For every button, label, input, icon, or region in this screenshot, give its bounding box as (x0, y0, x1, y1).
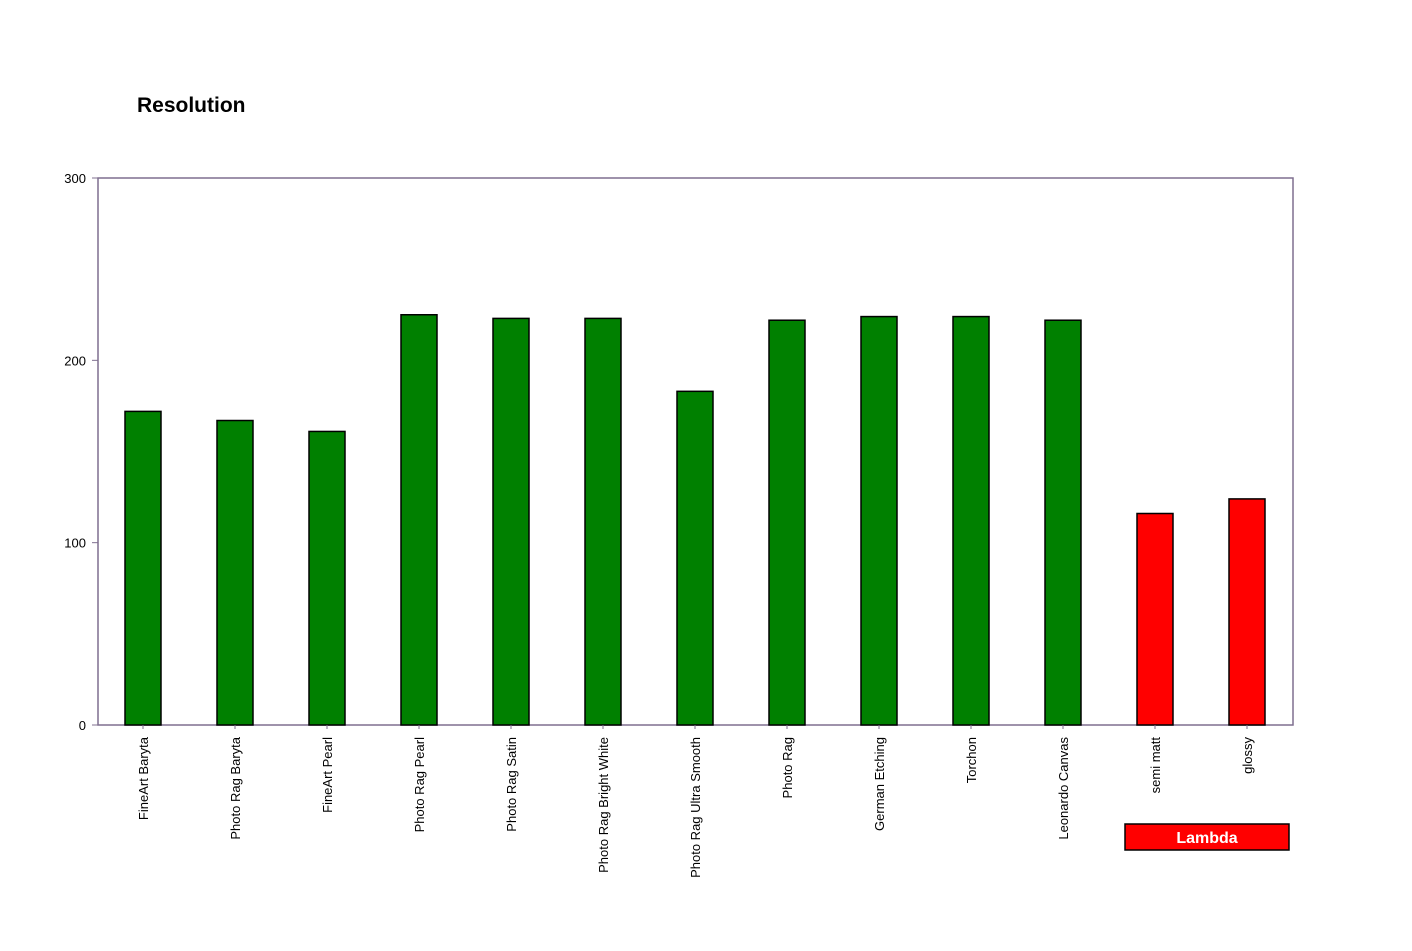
x-tick-label: Photo Rag Pearl (412, 737, 427, 833)
bar-photo-rag (768, 319, 806, 726)
bar-fineart-baryta (124, 410, 162, 726)
lambda-group-label: Lambda (1176, 830, 1237, 847)
x-tick-label: Photo Rag Baryta (228, 736, 243, 839)
y-tick-label: 0 (79, 718, 86, 733)
x-tick-label: Photo Rag Ultra Smooth (688, 737, 703, 878)
x-tick-label: FineArt Pearl (320, 737, 335, 813)
x-tick-label: Leonardo Canvas (1056, 737, 1071, 840)
y-axis-ticks: 0 100 200 300 (64, 171, 98, 733)
bar-photo-rag-pearl (400, 314, 438, 726)
group-annotation: Lambda (1124, 823, 1290, 851)
x-tick-label: Torchon (964, 737, 979, 783)
bar-leonardo-canvas (1044, 319, 1082, 726)
lambda-group-box (1124, 823, 1290, 851)
bar-german-etching (860, 315, 898, 726)
bar-glossy (1228, 498, 1266, 726)
chart-title: Resolution (137, 94, 246, 117)
y-tick-label: 100 (64, 536, 86, 551)
y-tick-label: 200 (64, 353, 86, 368)
x-tick-label: glossy (1240, 737, 1255, 774)
bar-photo-rag-ultra-smooth (676, 390, 714, 726)
x-tick-label: German Etching (872, 737, 887, 831)
bar-photo-rag-bright-white (584, 317, 622, 726)
bar-photo-rag-baryta (216, 419, 254, 726)
x-tick-label: FineArt Baryta (136, 736, 151, 820)
x-tick-label: Photo Rag Bright White (596, 737, 611, 873)
x-axis-labels: FineArt Baryta Photo Rag Baryta FineArt Pe… (136, 725, 1255, 878)
x-tick-label: semi matt (1148, 737, 1163, 794)
bars (124, 314, 1266, 726)
bar-fineart-pearl (308, 430, 346, 726)
x-tick-label: Photo Rag (780, 737, 795, 798)
y-tick-label: 300 (64, 171, 86, 186)
bar-semi-matt (1136, 512, 1174, 726)
bar-torchon (952, 315, 990, 726)
bar-photo-rag-satin (492, 317, 530, 726)
x-tick-label: Photo Rag Satin (504, 737, 519, 832)
